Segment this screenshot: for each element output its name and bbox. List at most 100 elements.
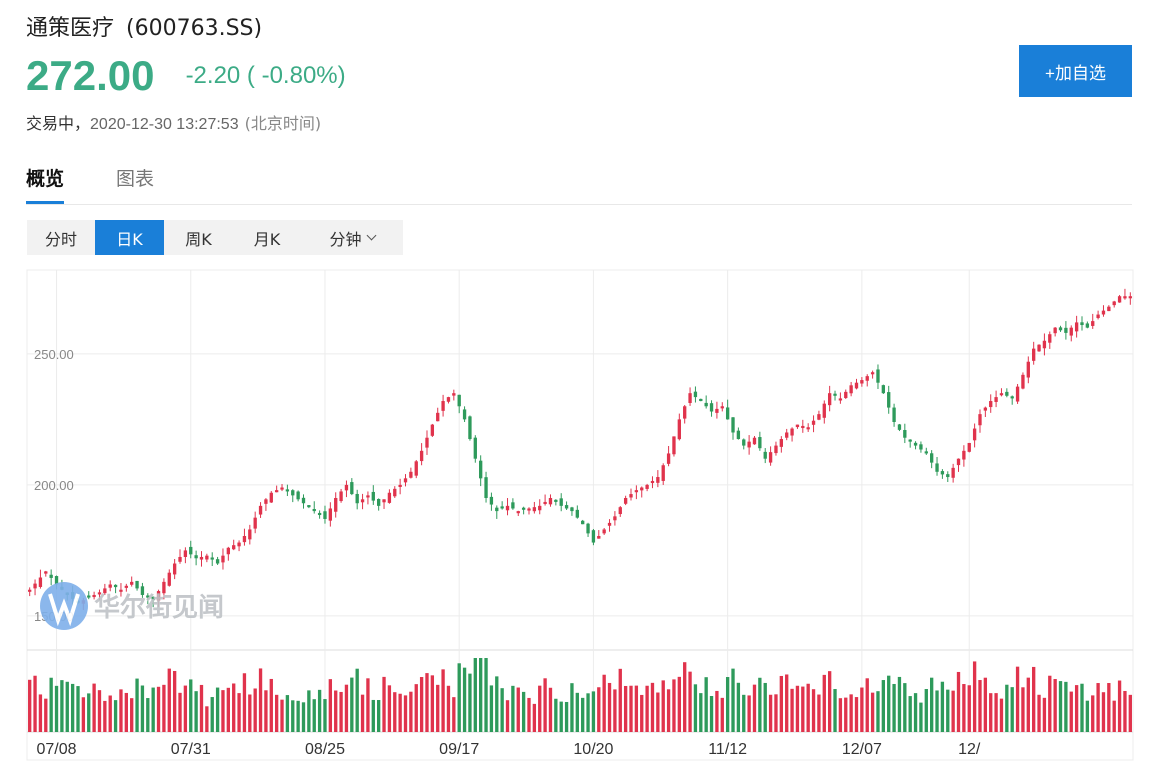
candle-body xyxy=(1107,306,1111,312)
candle-body xyxy=(215,559,220,564)
volume-bar xyxy=(436,684,440,732)
volume-bar xyxy=(903,683,907,732)
period-intraday[interactable]: 分时 xyxy=(27,220,95,255)
volume-bar xyxy=(650,682,655,732)
candle-body xyxy=(264,499,268,504)
volume-bar xyxy=(602,674,606,732)
period-monthly-k[interactable]: 月K xyxy=(233,220,301,255)
candle-body xyxy=(296,491,300,500)
volume-bar xyxy=(280,699,284,732)
candle-body xyxy=(999,393,1004,396)
tab-chart[interactable]: 图表 xyxy=(116,168,155,190)
candle-body xyxy=(849,385,853,394)
volume-bar xyxy=(538,685,542,732)
volume-bar xyxy=(1112,700,1116,732)
candle-body xyxy=(1005,391,1009,396)
period-daily-k[interactable]: 日K xyxy=(95,220,164,255)
volume-bar xyxy=(60,680,64,732)
candle-body xyxy=(54,576,59,585)
candle-body xyxy=(210,557,214,560)
volume-bar xyxy=(291,700,295,732)
candle-body xyxy=(693,391,698,398)
x-tick-label: 08/25 xyxy=(305,741,345,758)
period-weekly-k[interactable]: 周K xyxy=(164,220,233,255)
candle-body xyxy=(371,491,375,501)
add-to-watchlist-button[interactable]: +加自选 xyxy=(1019,45,1132,97)
candle-body xyxy=(865,376,869,381)
candle-body xyxy=(317,512,322,516)
candle-body xyxy=(33,583,37,589)
volume-bar xyxy=(935,690,939,732)
candle-body xyxy=(92,594,96,598)
candle-body xyxy=(344,484,349,491)
volume-bar xyxy=(1026,677,1030,732)
candle-body xyxy=(774,445,778,454)
trading-status: 交易中， xyxy=(26,114,91,133)
candle-body xyxy=(940,471,945,475)
volume-bar xyxy=(199,684,204,732)
candle-body xyxy=(983,407,988,411)
candle-body xyxy=(881,385,886,394)
volume-bar xyxy=(178,692,182,732)
volume-bar xyxy=(532,703,537,732)
volume-bar xyxy=(913,693,918,732)
volume-bar xyxy=(640,694,644,732)
candle-body xyxy=(414,461,418,476)
candle-body xyxy=(189,546,193,555)
candle-body xyxy=(1064,327,1068,333)
candle-body xyxy=(876,369,880,383)
candle-body xyxy=(226,547,230,555)
volume-bar xyxy=(495,676,499,732)
candle-body xyxy=(634,490,639,493)
volume-bar xyxy=(752,684,757,732)
volume-bar xyxy=(334,690,338,732)
volume-bar xyxy=(656,692,660,732)
volume-bar xyxy=(575,692,579,732)
candle-body xyxy=(623,498,628,504)
candle-body xyxy=(763,451,767,459)
volume-bar xyxy=(844,697,848,732)
candle-body xyxy=(1015,386,1020,402)
volume-bar xyxy=(1128,694,1132,732)
volume-bar xyxy=(70,683,75,732)
volume-bar xyxy=(876,691,880,732)
volume-bar xyxy=(672,679,676,732)
candle-body xyxy=(328,508,333,521)
volume-bar xyxy=(1058,681,1063,732)
candle-body xyxy=(44,571,48,574)
candle-body xyxy=(516,511,520,514)
tab-overview[interactable]: 概览 xyxy=(26,164,65,204)
volume-bar xyxy=(1005,684,1009,732)
volume-bar xyxy=(838,698,843,732)
candle-body xyxy=(935,463,939,472)
x-tick-label: 07/08 xyxy=(37,741,77,758)
candle-body xyxy=(688,393,692,403)
volume-bar xyxy=(226,687,230,732)
stock-code: (600763.SS) xyxy=(126,16,263,41)
volume-bar xyxy=(92,683,96,732)
candle-body xyxy=(360,499,365,503)
candle-body xyxy=(382,499,386,503)
candle-body xyxy=(237,542,241,547)
volume-bar xyxy=(1117,680,1122,732)
candle-body xyxy=(307,505,311,508)
candle-body xyxy=(403,478,408,483)
candle-body xyxy=(801,425,805,429)
candle-body xyxy=(613,516,617,521)
volume-bar xyxy=(1010,687,1014,732)
candle-body xyxy=(795,424,800,428)
volume-bar xyxy=(956,671,961,732)
stock-title: 通策医疗 (600763.SS) xyxy=(26,10,262,42)
volume-bar xyxy=(516,687,520,732)
period-minute-dropdown[interactable]: 分钟 xyxy=(301,220,403,255)
candlestick-series xyxy=(28,288,1132,610)
x-tick-label: 12/07 xyxy=(842,741,882,758)
volume-series xyxy=(28,658,1132,732)
volume-bar xyxy=(468,673,472,732)
candle-body xyxy=(113,584,118,588)
volume-bar xyxy=(215,687,220,732)
volume-bar xyxy=(559,701,563,732)
candle-body xyxy=(650,480,655,484)
volume-bar xyxy=(709,696,714,732)
